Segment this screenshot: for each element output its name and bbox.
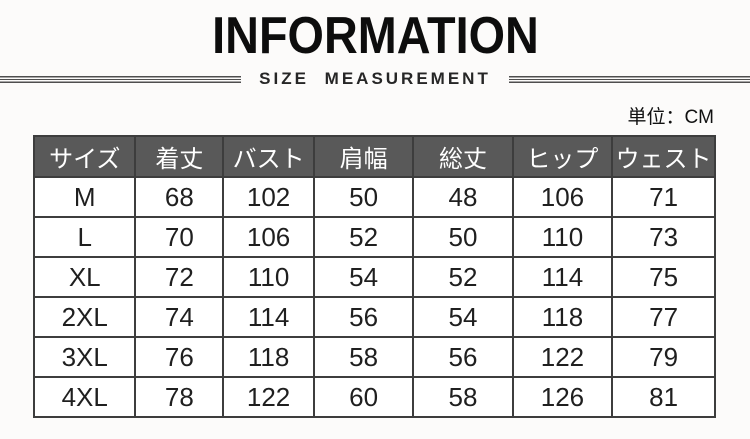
measurement-cell: 54: [312, 256, 415, 298]
column-header: ウェスト: [611, 135, 716, 178]
measurement-cell: 73: [611, 216, 716, 258]
title-wrap: INFORMATION: [0, 0, 750, 64]
table-row: L 70 106 52 50 110 73: [32, 216, 716, 258]
measurement-cell: 79: [611, 336, 716, 378]
measurement-cell: 114: [511, 256, 614, 298]
column-header: ヒップ: [511, 135, 614, 178]
measurement-cell: 81: [611, 376, 716, 418]
column-header: 総丈: [412, 135, 514, 178]
measurement-cell: 106: [222, 216, 315, 258]
measurement-cell: 110: [511, 216, 614, 258]
measurement-cell: 56: [312, 296, 415, 338]
column-header: 着丈: [134, 135, 225, 178]
measurement-cell: 122: [222, 376, 315, 418]
measurement-cell: 78: [134, 376, 225, 418]
size-cell: 2XL: [32, 296, 137, 338]
measurement-cell: 118: [222, 336, 315, 378]
measurement-cell: 74: [134, 296, 225, 338]
measurement-cell: 106: [511, 176, 614, 218]
measurement-cell: 70: [134, 216, 225, 258]
measurement-cell: 58: [312, 336, 415, 378]
stripe-rule-left: [0, 75, 242, 83]
measurement-cell: 56: [412, 336, 514, 378]
subtitle-row: SIZE MEASUREMENT: [0, 69, 750, 89]
measurement-cell: 52: [312, 216, 415, 258]
size-cell: M: [32, 176, 137, 218]
measurement-cell: 102: [222, 176, 315, 218]
column-header: サイズ: [32, 135, 137, 178]
column-header: バスト: [222, 135, 315, 178]
column-header: 肩幅: [312, 135, 415, 178]
measurement-cell: 54: [412, 296, 514, 338]
measurement-cell: 77: [611, 296, 716, 338]
table-row: 4XL 78 122 60 58 126 81: [32, 376, 716, 418]
stripe-rule-right: [508, 75, 750, 83]
measurement-cell: 72: [134, 256, 225, 298]
measurement-cell: 71: [611, 176, 716, 218]
measurement-cell: 76: [134, 336, 225, 378]
table-row: M 68 102 50 48 106 71: [32, 176, 716, 218]
size-cell: L: [32, 216, 137, 258]
measurement-cell: 68: [134, 176, 225, 218]
table-row: 2XL 74 114 56 54 118 77: [32, 296, 716, 338]
page-subtitle: SIZE MEASUREMENT: [259, 69, 491, 88]
measurement-cell: 50: [312, 176, 415, 218]
measurement-cell: 122: [511, 336, 614, 378]
size-cell: 4XL: [32, 376, 137, 418]
measurement-cell: 50: [412, 216, 514, 258]
size-cell: 3XL: [32, 336, 137, 378]
size-table-body: M 68 102 50 48 106 71 L 70 106 52 50 110 73 XL 72 110 54 5…: [32, 176, 716, 418]
measurement-cell: 114: [222, 296, 315, 338]
measurement-cell: 118: [511, 296, 614, 338]
size-cell: XL: [32, 256, 137, 298]
unit-label: 単位：CM: [627, 107, 714, 128]
measurement-cell: 60: [312, 376, 415, 418]
table-row: XL 72 110 54 52 114 75: [32, 256, 716, 298]
measurement-cell: 126: [511, 376, 614, 418]
measurement-cell: 58: [412, 376, 514, 418]
measurement-cell: 75: [611, 256, 716, 298]
measurement-cell: 52: [412, 256, 514, 298]
table-row: 3XL 76 118 58 56 122 79: [32, 336, 716, 378]
page-title: INFORMATION: [211, 7, 539, 65]
measurement-cell: 48: [412, 176, 514, 218]
measurement-cell: 110: [222, 256, 315, 298]
size-table-header-row: サイズ 着丈 バスト 肩幅 総丈 ヒップ ウェスト: [32, 135, 716, 178]
size-measurement-table: サイズ 着丈 バスト 肩幅 総丈 ヒップ ウェスト M 68 102 50 48 106 71 L 70 10…: [32, 135, 716, 418]
